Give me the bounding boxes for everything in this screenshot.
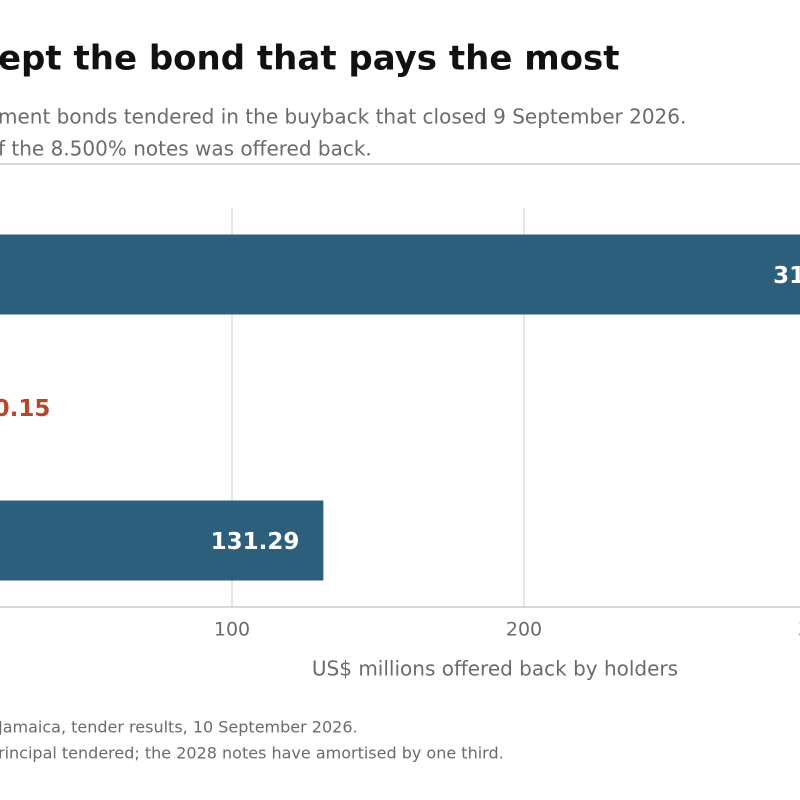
x-tick-label: 100 (214, 619, 250, 641)
subtitle: ment bonds tendered in the buyback that … (0, 105, 686, 129)
x-tick-label: 300 (798, 619, 800, 641)
value-label: 131.29 (211, 529, 300, 555)
subtitle: f the 8.500% notes was offered back. (0, 137, 372, 161)
value-label: 310 (773, 263, 800, 289)
value-label: 10.15 (0, 396, 50, 422)
x-tick-label: 200 (506, 619, 542, 641)
chart-title: ept the bond that pays the most (0, 39, 620, 79)
bar (0, 234, 800, 315)
bar (0, 500, 324, 581)
note: Jamaica, tender results, 10 September 20… (0, 718, 358, 737)
note: rincipal tendered; the 2028 notes have a… (0, 744, 504, 763)
x-axis-label: US$ millions offered back by holders (312, 657, 678, 681)
